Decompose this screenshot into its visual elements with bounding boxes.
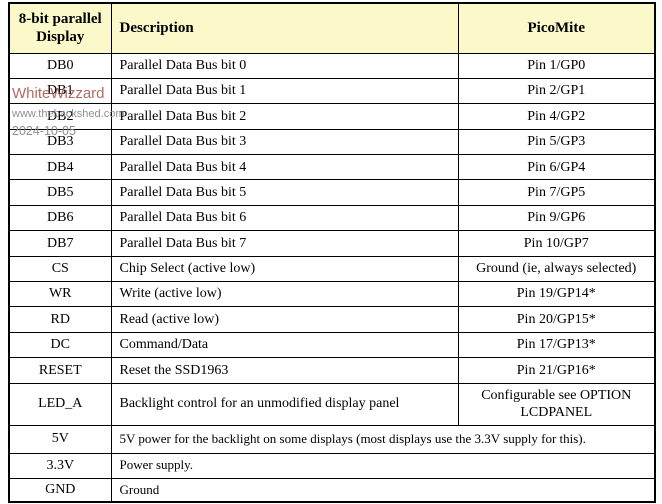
table-row: DB4 Parallel Data Bus bit 4 Pin 6/GP4	[8, 154, 656, 181]
signal-cell: RD	[8, 306, 112, 333]
signal-cell: 5V	[8, 424, 112, 454]
signal-cell: DB6	[8, 204, 112, 232]
column-header-description: Description	[110, 2, 459, 54]
description-cell: Chip Select (active low)	[110, 255, 459, 283]
description-cell: Parallel Data Bus bit 1	[110, 77, 459, 105]
signal-cell: WR	[8, 281, 112, 308]
picomite-cell: Configurable see OPTION LCDPANEL	[457, 382, 656, 426]
table-row: WR Write (active low) Pin 19/GP14*	[8, 281, 656, 308]
picomite-cell: Pin 17/GP13*	[457, 331, 656, 359]
table-row: DB6 Parallel Data Bus bit 6 Pin 9/GP6	[8, 204, 656, 232]
table-row: DB0 Parallel Data Bus bit 0 Pin 1/GP0	[8, 52, 656, 79]
column-header-display: 8-bit parallel Display	[8, 2, 112, 54]
picomite-cell: Pin 4/GP2	[457, 103, 656, 130]
signal-cell: DB4	[8, 154, 112, 181]
table-row: RESET Reset the SSD1963 Pin 21/GP16*	[8, 357, 656, 384]
table-row: GND Ground	[8, 477, 656, 503]
signal-cell: DB2	[8, 103, 112, 130]
description-cell: Parallel Data Bus bit 7	[110, 230, 459, 257]
table-row: DB2 Parallel Data Bus bit 2 Pin 4/GP2	[8, 103, 656, 130]
description-cell: Power supply.	[110, 452, 656, 479]
picomite-cell: Pin 20/GP15*	[457, 306, 656, 333]
picomite-cell: Pin 7/GP5	[457, 179, 656, 206]
description-cell: Read (active low)	[110, 306, 459, 333]
description-cell: Parallel Data Bus bit 0	[110, 52, 459, 79]
signal-cell: DB7	[8, 230, 112, 257]
description-cell: Parallel Data Bus bit 2	[110, 103, 459, 130]
column-header-picomite: PicoMite	[457, 2, 656, 54]
picomite-cell: Pin 19/GP14*	[457, 281, 656, 308]
signal-cell: DB1	[8, 77, 112, 105]
table-row: DB1 Parallel Data Bus bit 1 Pin 2/GP1	[8, 77, 656, 105]
description-cell: Command/Data	[110, 331, 459, 359]
picomite-cell: Pin 21/GP16*	[457, 357, 656, 384]
picomite-cell: Pin 1/GP0	[457, 52, 656, 79]
description-cell: Parallel Data Bus bit 5	[110, 179, 459, 206]
picomite-cell: Pin 9/GP6	[457, 204, 656, 232]
description-cell: Write (active low)	[110, 281, 459, 308]
picomite-cell: Pin 10/GP7	[457, 230, 656, 257]
table-row: RD Read (active low) Pin 20/GP15*	[8, 306, 656, 333]
picomite-cell: Ground (ie, always selected)	[457, 255, 656, 283]
table-row: 5V 5V power for the backlight on some di…	[8, 424, 656, 454]
signal-cell: DB5	[8, 179, 112, 206]
description-cell: Ground	[110, 477, 656, 503]
description-cell: Parallel Data Bus bit 6	[110, 204, 459, 232]
description-cell: Parallel Data Bus bit 4	[110, 154, 459, 181]
table-row: 3.3V Power supply.	[8, 452, 656, 479]
pin-mapping-table: 8-bit parallel Display Description PicoM…	[8, 2, 656, 504]
picomite-cell: Pin 2/GP1	[457, 77, 656, 105]
table-row: DB7 Parallel Data Bus bit 7 Pin 10/GP7	[8, 230, 656, 257]
signal-cell: RESET	[8, 357, 112, 384]
signal-cell: GND	[8, 477, 112, 503]
signal-cell: DC	[8, 331, 112, 359]
table-row: DB3 Parallel Data Bus bit 3 Pin 5/GP3	[8, 128, 656, 156]
signal-cell: LED_A	[8, 382, 112, 426]
signal-cell: DB3	[8, 128, 112, 156]
table-row: CS Chip Select (active low) Ground (ie, …	[8, 255, 656, 283]
table-row: LED_A Backlight control for an unmodifie…	[8, 382, 656, 426]
picomite-cell: Pin 5/GP3	[457, 128, 656, 156]
picomite-cell: Pin 6/GP4	[457, 154, 656, 181]
signal-cell: 3.3V	[8, 452, 112, 479]
table-row: DC Command/Data Pin 17/GP13*	[8, 331, 656, 359]
signal-cell: CS	[8, 255, 112, 283]
description-cell: Backlight control for an unmodified disp…	[110, 382, 459, 426]
description-cell: 5V power for the backlight on some displ…	[110, 424, 656, 454]
table-header-row: 8-bit parallel Display Description PicoM…	[8, 2, 656, 54]
table-row: DB5 Parallel Data Bus bit 5 Pin 7/GP5	[8, 179, 656, 206]
description-cell: Parallel Data Bus bit 3	[110, 128, 459, 156]
signal-cell: DB0	[8, 52, 112, 79]
description-cell: Reset the SSD1963	[110, 357, 459, 384]
